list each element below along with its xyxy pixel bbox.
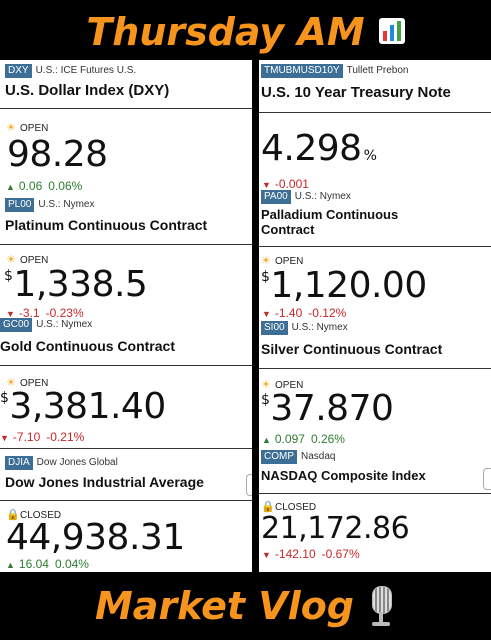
lock-icon: 🔒 <box>261 501 275 513</box>
quote-tag-row: TMUBMUSD10Y Tullett Prebon <box>261 64 408 78</box>
symbol-badge[interactable]: SI00 <box>261 321 288 335</box>
divider <box>0 448 252 449</box>
quote-tag-row: DXY U.S.: ICE Futures U.S. <box>5 64 136 78</box>
symbol-badge[interactable]: COMP <box>261 450 297 464</box>
quote-tag-row: DJIA Dow Jones Global <box>5 456 118 470</box>
quote-tag-row: SI00 U.S.: Nymex <box>261 321 348 335</box>
market-status: ☀ OPEN <box>6 254 49 266</box>
sun-icon: ☀ <box>6 122 16 134</box>
sun-icon: ☀ <box>261 255 271 267</box>
quote-price: $1,120.00 <box>261 265 427 306</box>
quote-change: ▼ -0.001 <box>262 177 309 191</box>
quote-tag-row: GC00 U.S.: Nymex <box>0 318 92 332</box>
down-arrow-icon: ▼ <box>262 309 271 319</box>
exchange-label: U.S.: Nymex <box>36 319 93 330</box>
divider <box>259 112 491 113</box>
instrument-name[interactable]: U.S. 10 Year Treasury Note <box>261 84 451 101</box>
quote-price: $37.870 <box>261 388 394 429</box>
symbol-badge[interactable]: PA00 <box>261 190 291 204</box>
expand-handle[interactable] <box>246 474 252 496</box>
quote-change: ▼ -3.1 -0.23% <box>6 306 84 320</box>
sun-icon: ☀ <box>6 377 16 389</box>
quote-change: ▲ 0.097 0.26% <box>262 432 345 446</box>
market-status: ☀ OPEN <box>261 379 304 391</box>
market-status: 🔒CLOSED <box>6 509 62 521</box>
quote-change: ▼ -1.40 -0.12% <box>262 306 347 320</box>
quote-price: $3,381.40 <box>0 386 166 427</box>
expand-handle[interactable] <box>483 468 491 490</box>
up-arrow-icon: ▲ <box>6 560 15 570</box>
exchange-label: U.S.: Nymex <box>294 191 351 202</box>
left-quote-panel: DXY U.S.: ICE Futures U.S. U.S. Dollar In… <box>0 60 252 572</box>
quote-price: 98.28 <box>7 134 108 175</box>
divider <box>0 108 252 109</box>
quote-price: 21,172.86 <box>261 511 410 546</box>
up-arrow-icon: ▲ <box>6 182 15 192</box>
market-status: ☀ OPEN <box>6 122 49 134</box>
symbol-badge[interactable]: TMUBMUSD10Y <box>261 64 343 78</box>
symbol-badge[interactable]: DXY <box>5 64 32 78</box>
quote-change: ▲ 16.04 0.04% <box>6 557 89 571</box>
bottom-banner: Market Vlog <box>0 578 491 634</box>
instrument-name[interactable]: Silver Continuous Contract <box>261 341 443 357</box>
quote-tag-row: PL00 U.S.: Nymex <box>5 198 94 212</box>
divider <box>259 368 491 369</box>
lock-icon: 🔒 <box>6 509 20 521</box>
instrument-name[interactable]: Platinum Continuous Contract <box>5 217 208 233</box>
divider <box>259 246 491 247</box>
market-status: ☀ OPEN <box>261 255 304 267</box>
exchange-label: U.S.: Nymex <box>38 199 95 210</box>
quote-tag-row: PA00 U.S.: Nymex <box>261 190 351 204</box>
instrument-name[interactable]: NASDAQ Composite Index <box>261 468 426 483</box>
exchange-label: U.S.: Nymex <box>291 322 348 333</box>
quote-change: ▼ -142.10 -0.67% <box>262 547 360 561</box>
sun-icon: ☀ <box>6 254 16 266</box>
divider <box>0 365 252 366</box>
market-status: 🔒CLOSED <box>261 501 317 513</box>
top-banner-title: Thursday AM <box>86 10 365 54</box>
exchange-label: Tullett Prebon <box>346 65 409 76</box>
up-arrow-icon: ▲ <box>262 435 271 445</box>
microphone-icon <box>366 585 396 628</box>
instrument-name[interactable]: Gold Continuous Contract <box>0 338 175 354</box>
down-arrow-icon: ▼ <box>0 433 9 443</box>
top-banner: Thursday AM <box>0 6 491 58</box>
exchange-label: U.S.: ICE Futures U.S. <box>35 65 137 76</box>
symbol-badge[interactable]: GC00 <box>0 318 33 332</box>
divider <box>0 244 252 245</box>
divider <box>0 500 252 501</box>
symbol-badge[interactable]: DJIA <box>5 456 33 470</box>
down-arrow-icon: ▼ <box>262 180 271 190</box>
quote-change: ▼ -7.10 -0.21% <box>0 430 85 444</box>
quote-tag-row: COMP Nasdaq <box>261 450 335 464</box>
exchange-label: Nasdaq <box>301 451 336 462</box>
symbol-badge[interactable]: PL00 <box>5 198 35 212</box>
down-arrow-icon: ▼ <box>262 550 271 560</box>
right-quote-panel: TMUBMUSD10Y Tullett Prebon U.S. 10 Year T… <box>259 60 491 572</box>
instrument-name[interactable]: Dow Jones Industrial Average <box>5 474 204 490</box>
down-arrow-icon: ▼ <box>6 309 15 319</box>
instrument-name[interactable]: U.S. Dollar Index (DXY) <box>5 82 170 99</box>
instrument-name[interactable]: Palladium Continuous Contract <box>261 207 399 237</box>
quote-price: $1,338.5 <box>4 264 148 305</box>
quote-change: ▲ 0.06 0.06% <box>6 179 83 193</box>
bottom-banner-title: Market Vlog <box>94 584 355 628</box>
exchange-label: Dow Jones Global <box>36 457 118 468</box>
market-status: ☀ OPEN <box>6 377 49 389</box>
quote-price: 4.298% <box>261 128 377 169</box>
divider <box>259 493 491 494</box>
quote-price: 44,938.31 <box>6 517 185 558</box>
bar-chart-icon <box>378 17 405 44</box>
sun-icon: ☀ <box>261 379 271 391</box>
